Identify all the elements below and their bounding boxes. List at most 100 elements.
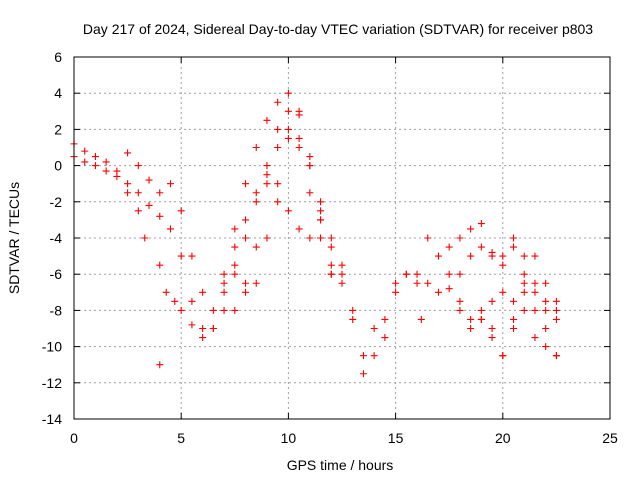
y-tick-label: 0 [54, 158, 62, 174]
data-point [177, 306, 185, 314]
data-point [542, 343, 550, 351]
data-point [327, 270, 335, 278]
data-point [370, 352, 378, 360]
data-point [113, 167, 121, 175]
data-point [338, 270, 346, 278]
data-point [199, 325, 207, 332]
data-point [209, 306, 217, 314]
data-point [542, 297, 550, 305]
x-tick-label: 10 [281, 430, 297, 446]
axis-ticks [73, 56, 611, 420]
data-point [166, 225, 174, 233]
data-point [359, 370, 367, 378]
data-point [284, 207, 292, 215]
data-point [542, 306, 550, 314]
data-point [531, 288, 539, 296]
data-point [102, 167, 110, 175]
data-point [220, 279, 228, 287]
data-points [70, 89, 560, 378]
data-point [413, 270, 421, 278]
data-point [349, 306, 357, 314]
data-point [531, 279, 539, 287]
data-point [156, 212, 164, 220]
data-point [166, 180, 174, 188]
y-tick-label: -4 [50, 230, 63, 246]
y-tick-label: 4 [54, 85, 62, 101]
data-point [91, 162, 99, 170]
data-point [445, 243, 453, 251]
data-point [242, 216, 250, 224]
data-point [392, 288, 400, 296]
data-point [91, 153, 99, 161]
data-point [252, 189, 260, 197]
data-point [499, 352, 507, 360]
y-tick-label: -2 [50, 194, 63, 210]
data-point [477, 306, 485, 314]
data-point [145, 201, 153, 209]
data-point [252, 144, 260, 151]
data-point [542, 279, 550, 287]
data-point [359, 352, 367, 360]
data-point [434, 288, 442, 296]
data-point [134, 207, 142, 215]
data-point [124, 180, 132, 188]
data-point [488, 248, 496, 256]
data-point [510, 297, 518, 305]
x-tick-label: 15 [388, 430, 404, 446]
data-point [231, 243, 239, 251]
grid-lines [74, 57, 610, 419]
data-point [477, 315, 485, 323]
data-point [274, 125, 282, 133]
y-tick-label: -10 [42, 339, 62, 355]
x-tick-label: 0 [70, 430, 78, 446]
data-point [552, 352, 560, 360]
data-point [124, 149, 132, 157]
data-point [327, 234, 335, 242]
data-point [520, 306, 528, 314]
data-point [445, 270, 453, 278]
y-tick-label: 6 [54, 49, 62, 65]
data-point [263, 171, 271, 179]
data-point [102, 158, 110, 166]
data-point [242, 288, 250, 296]
y-tick-label: -14 [42, 411, 62, 427]
data-point [252, 279, 260, 287]
data-point [274, 144, 282, 151]
data-point [156, 261, 164, 269]
data-point [381, 315, 389, 323]
data-point [510, 325, 518, 332]
data-point [317, 207, 325, 215]
y-tick-label: 2 [54, 121, 62, 137]
data-point [188, 321, 196, 329]
data-point [445, 285, 453, 293]
data-point [134, 162, 142, 170]
data-point [317, 234, 325, 242]
data-point [220, 288, 228, 296]
data-point [510, 315, 518, 323]
data-point [171, 297, 179, 305]
data-point [177, 252, 185, 260]
data-point [434, 252, 442, 260]
data-point [188, 252, 196, 260]
data-point [274, 98, 282, 106]
data-point [134, 189, 142, 197]
data-point [199, 334, 207, 342]
data-point [531, 306, 539, 314]
data-point [510, 243, 518, 251]
data-point [263, 116, 271, 124]
data-point [488, 325, 496, 332]
data-point [542, 325, 550, 332]
data-point [424, 234, 432, 242]
data-point [306, 234, 314, 242]
data-point [231, 225, 239, 233]
data-point [199, 288, 207, 296]
data-point [263, 180, 271, 188]
data-point [370, 325, 378, 332]
y-tick-labels: -14 -12 -10 -8 -6 -4 -2 0 2 4 6 [42, 49, 62, 427]
x-tick-labels: 0 5 10 15 20 25 [70, 430, 618, 446]
data-point [162, 288, 170, 296]
data-point [306, 153, 314, 161]
data-point [284, 125, 292, 133]
data-point [295, 134, 303, 142]
